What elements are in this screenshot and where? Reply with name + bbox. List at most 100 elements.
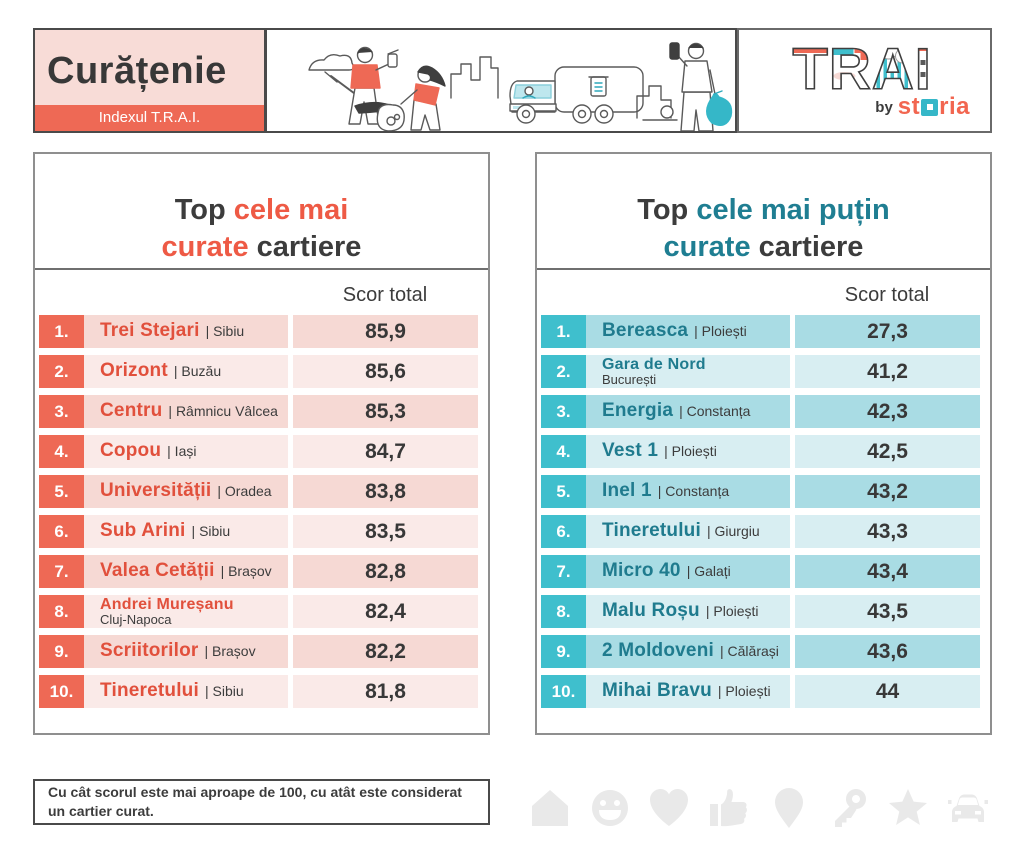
- neighborhood-name: Micro 40: [602, 560, 681, 581]
- city-label: | Iași: [167, 443, 197, 459]
- neighborhood-cell: Sub Arini | Sibiu: [84, 515, 288, 548]
- neighborhood-cell: Energia | Constanța: [586, 395, 790, 428]
- city-label: | Călărași: [720, 643, 779, 659]
- score-value: 81,8: [293, 675, 478, 708]
- neighborhood-cell: Scriitorilor | Brașov: [84, 635, 288, 668]
- table-row: 4. Vest 1 | Ploiești 42,5: [541, 435, 980, 468]
- cleaning-illustration: [265, 28, 737, 133]
- score-value: 85,6: [293, 355, 478, 388]
- table-row: 8. Malu Roșu | Ploiești 43,5: [541, 595, 980, 628]
- city-label: Cluj-Napoca: [100, 612, 172, 627]
- panel-cleanest: Top cele mai curate cartiere Scor total …: [33, 152, 490, 735]
- score-value: 44: [795, 675, 980, 708]
- neighborhood-cell: Bereasca | Ploiești: [586, 315, 790, 348]
- car-icon: [946, 786, 990, 830]
- neighborhood-name: Trei Stejari: [100, 320, 200, 341]
- city-label: București: [602, 372, 657, 387]
- city-label: | Giurgiu: [706, 523, 760, 539]
- city-label: | Râmnicu Vâlcea: [168, 403, 278, 419]
- neighborhood-cell: Orizont | Buzău: [84, 355, 288, 388]
- neighborhood-cell: Trei Stejari | Sibiu: [84, 315, 288, 348]
- neighborhood-name: 2 Moldoveni: [602, 640, 714, 661]
- city-label: | Constanța: [657, 483, 730, 499]
- neighborhood-name: Tineretului: [100, 680, 199, 701]
- city-label: | Sibiu: [204, 683, 244, 699]
- score-value: 85,9: [293, 315, 478, 348]
- neighborhood-cell: Tineretului | Giurgiu: [586, 515, 790, 548]
- note-text: Cu cât scorul este mai aproape de 100, c…: [48, 784, 462, 819]
- title-card: Curățenie Indexul T.R.A.I.: [33, 28, 266, 133]
- location-pin-icon: [767, 786, 811, 830]
- neighborhood-name: Bereasca: [602, 320, 689, 341]
- score-value: 41,2: [795, 355, 980, 388]
- score-value: 43,6: [795, 635, 980, 668]
- score-value: 42,3: [795, 395, 980, 428]
- note-box: Cu cât scorul este mai aproape de 100, c…: [33, 779, 490, 825]
- rank-badge: 8.: [541, 595, 586, 628]
- trai-logo-card: TRAI: [737, 28, 992, 133]
- rank-badge: 9.: [39, 635, 84, 668]
- rank-badge: 7.: [39, 555, 84, 588]
- table-row: 9. Scriitorilor | Brașov 82,2: [39, 635, 478, 668]
- trai-logo: TRAI: [792, 38, 932, 96]
- page-title: Curățenie: [47, 50, 227, 92]
- score-value: 43,3: [795, 515, 980, 548]
- neighborhood-name: Mihai Bravu: [602, 680, 712, 701]
- header-divider: [35, 268, 488, 270]
- rank-badge: 7.: [541, 555, 586, 588]
- score-value: 27,3: [795, 315, 980, 348]
- rank-badge: 2.: [541, 355, 586, 388]
- score-value: 42,5: [795, 435, 980, 468]
- city-label: | Galați: [686, 563, 731, 579]
- table-row: 1. Trei Stejari | Sibiu 85,9: [39, 315, 478, 348]
- neighborhood-name: Tineretului: [602, 520, 701, 541]
- table-row: 2. Orizont | Buzău 85,6: [39, 355, 478, 388]
- neighborhood-cell: Vest 1 | Ploiești: [586, 435, 790, 468]
- city-label: | Brașov: [220, 563, 272, 579]
- neighborhood-name: Inel 1: [602, 480, 652, 501]
- score-column-header: Scor total: [342, 284, 428, 306]
- neighborhood-cell: Malu Roșu | Ploiești: [586, 595, 790, 628]
- rank-badge: 8.: [39, 595, 84, 628]
- neighborhood-name: Vest 1: [602, 440, 659, 461]
- table-row: 10. Mihai Bravu | Ploiești 44: [541, 675, 980, 708]
- key-icon: [827, 786, 871, 830]
- heart-icon: [647, 786, 691, 830]
- rank-badge: 6.: [541, 515, 586, 548]
- score-value: 82,2: [293, 635, 478, 668]
- neighborhood-cell: 2 Moldoveni | Călărași: [586, 635, 790, 668]
- city-label: | Ploiești: [705, 603, 759, 619]
- neighborhood-cell: Mihai Bravu | Ploiești: [586, 675, 790, 708]
- score-value: 43,5: [795, 595, 980, 628]
- neighborhood-name: Orizont: [100, 360, 168, 381]
- by-label: by: [875, 98, 893, 116]
- neighborhood-name: Gara de Nord: [602, 356, 706, 373]
- rank-badge: 5.: [541, 475, 586, 508]
- neighborhood-name: Valea Cetății: [100, 560, 215, 581]
- table-row: 8. Andrei Mureșanu Cluj-Napoca 82,4: [39, 595, 478, 628]
- header-divider: [537, 268, 990, 270]
- score-value: 84,7: [293, 435, 478, 468]
- neighborhood-cell: Tineretului | Sibiu: [84, 675, 288, 708]
- home-icon: [528, 786, 572, 830]
- score-value: 43,4: [795, 555, 980, 588]
- table-row: 6. Tineretului | Giurgiu 43,3: [541, 515, 980, 548]
- rank-badge: 4.: [541, 435, 586, 468]
- rank-badge: 3.: [39, 395, 84, 428]
- footer-icons: [528, 786, 990, 830]
- neighborhood-name: Universității: [100, 480, 212, 501]
- city-label: | Ploiești: [694, 323, 747, 339]
- neighborhood-name: Sub Arini: [100, 520, 186, 541]
- rank-badge: 10.: [541, 675, 586, 708]
- neighborhood-cell: Andrei Mureșanu Cluj-Napoca: [84, 595, 288, 628]
- star-icon: [886, 786, 930, 830]
- score-value: 43,2: [795, 475, 980, 508]
- index-label: Indexul T.R.A.I.: [35, 105, 264, 131]
- rank-badge: 5.: [39, 475, 84, 508]
- rank-badge: 10.: [39, 675, 84, 708]
- rank-badge: 9.: [541, 635, 586, 668]
- table-row: 3. Centru | Râmnicu Vâlcea 85,3: [39, 395, 478, 428]
- storia-wordmark: st ria: [897, 93, 970, 120]
- table-row: 10. Tineretului | Sibiu 81,8: [39, 675, 478, 708]
- neighborhood-cell: Universității | Oradea: [84, 475, 288, 508]
